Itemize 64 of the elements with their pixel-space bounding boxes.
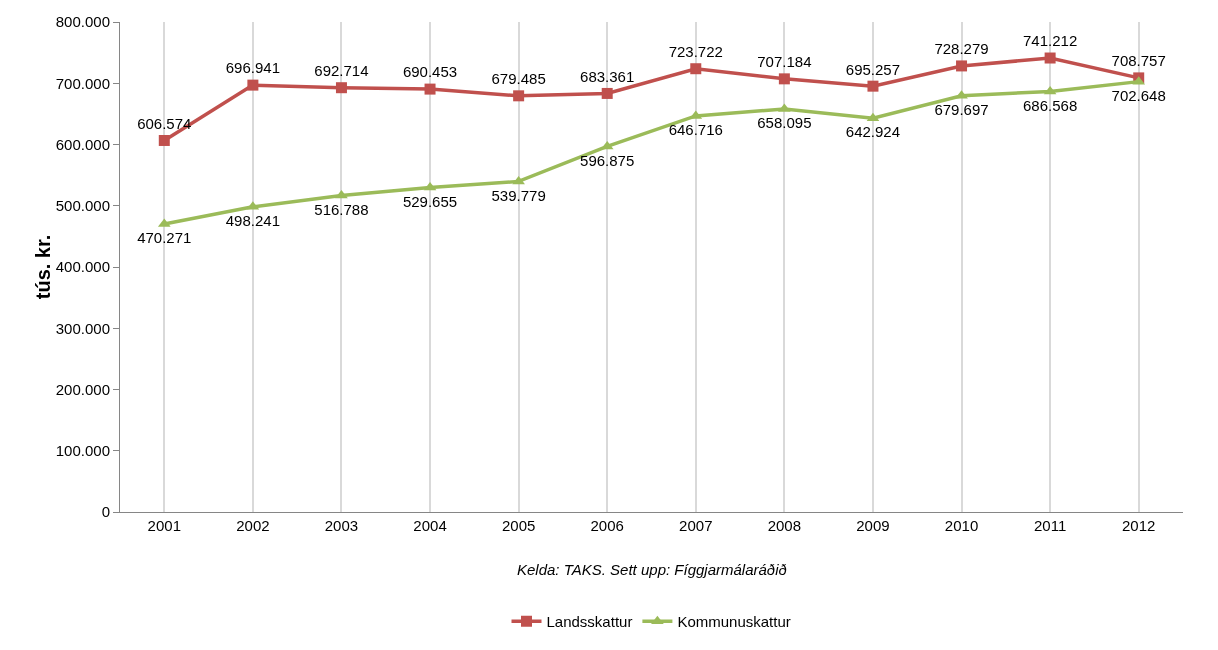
point: [335, 82, 347, 94]
point: [512, 175, 525, 185]
point: [867, 80, 879, 92]
point: [424, 83, 436, 95]
data-label: 679.485: [491, 70, 546, 88]
point: [600, 140, 614, 150]
data-label: 679.697: [934, 100, 989, 118]
y-tick-label: 0: [101, 503, 110, 521]
data-label: 606.574: [137, 114, 192, 132]
data-label: 707.184: [757, 53, 812, 71]
y-tick-label: 100.000: [55, 442, 110, 459]
data-label: 516.788: [314, 200, 369, 218]
point: [335, 189, 348, 199]
x-tick-label: 2010: [944, 517, 979, 534]
x-tick-label: 2004: [413, 517, 447, 534]
y-axis-title: tús. kr.: [31, 234, 54, 300]
data-label: 539.779: [491, 186, 546, 204]
y-tick-label: 300.000: [55, 319, 110, 337]
x-tick-label: 2009: [856, 517, 890, 534]
point: [778, 73, 790, 85]
point: [956, 60, 968, 72]
x-tick-label: 2006: [590, 517, 624, 534]
x-tick-label: 2001: [147, 517, 181, 534]
point: [158, 134, 170, 146]
data-label: 646.716: [668, 121, 723, 139]
data-label: 741.212: [1023, 32, 1078, 50]
point: [513, 90, 525, 102]
data-label: 686.568: [1023, 96, 1078, 114]
data-label: 683.361: [580, 67, 635, 85]
data-label: 708.757: [1111, 52, 1166, 70]
point: [1043, 85, 1057, 95]
y-tick-label: 400.000: [55, 258, 110, 276]
x-tick-label: 2005: [501, 517, 536, 534]
data-label: 596.875: [580, 151, 635, 169]
x-tick-label: 2008: [767, 517, 802, 534]
data-label: 498.241: [225, 211, 280, 229]
x-tick-label: 2011: [1033, 517, 1067, 534]
point: [690, 63, 702, 75]
y-tick-label: 700.000: [55, 74, 110, 92]
x-tick-label: 2007: [679, 517, 713, 534]
text: Kelda: TAKS. Sett upp: Fíggjarmálaráðið: [517, 561, 787, 578]
data-label: 702.648: [1111, 86, 1166, 104]
point: [1044, 52, 1056, 64]
data-label: 470.271: [137, 229, 192, 247]
y-tick-label: 200.000: [55, 380, 110, 398]
data-label: 529.655: [402, 192, 458, 210]
y-tick-label: 800.000: [55, 13, 110, 31]
y-tick-label: 600.000: [55, 135, 110, 153]
y-tick-label: 500.000: [55, 197, 110, 214]
data-label: 690.453: [402, 63, 458, 81]
data-label: 658.095: [757, 114, 812, 132]
point: [601, 87, 613, 99]
x-tick-label: 2002: [236, 517, 270, 534]
data-label: 723.722: [668, 43, 723, 61]
data-label: 642.924: [845, 123, 901, 141]
data-label: 692.714: [314, 62, 369, 80]
data-label: 695.257: [845, 60, 901, 78]
x-tick-label: 2012: [1122, 517, 1156, 534]
point: [247, 79, 259, 91]
legend-label: Kommunuskattur: [677, 613, 791, 631]
legend-label: Landsskattur: [546, 613, 633, 631]
data-label: 696.941: [225, 59, 280, 77]
data-label: 728.279: [934, 40, 989, 58]
x-tick-label: 2003: [324, 517, 359, 534]
